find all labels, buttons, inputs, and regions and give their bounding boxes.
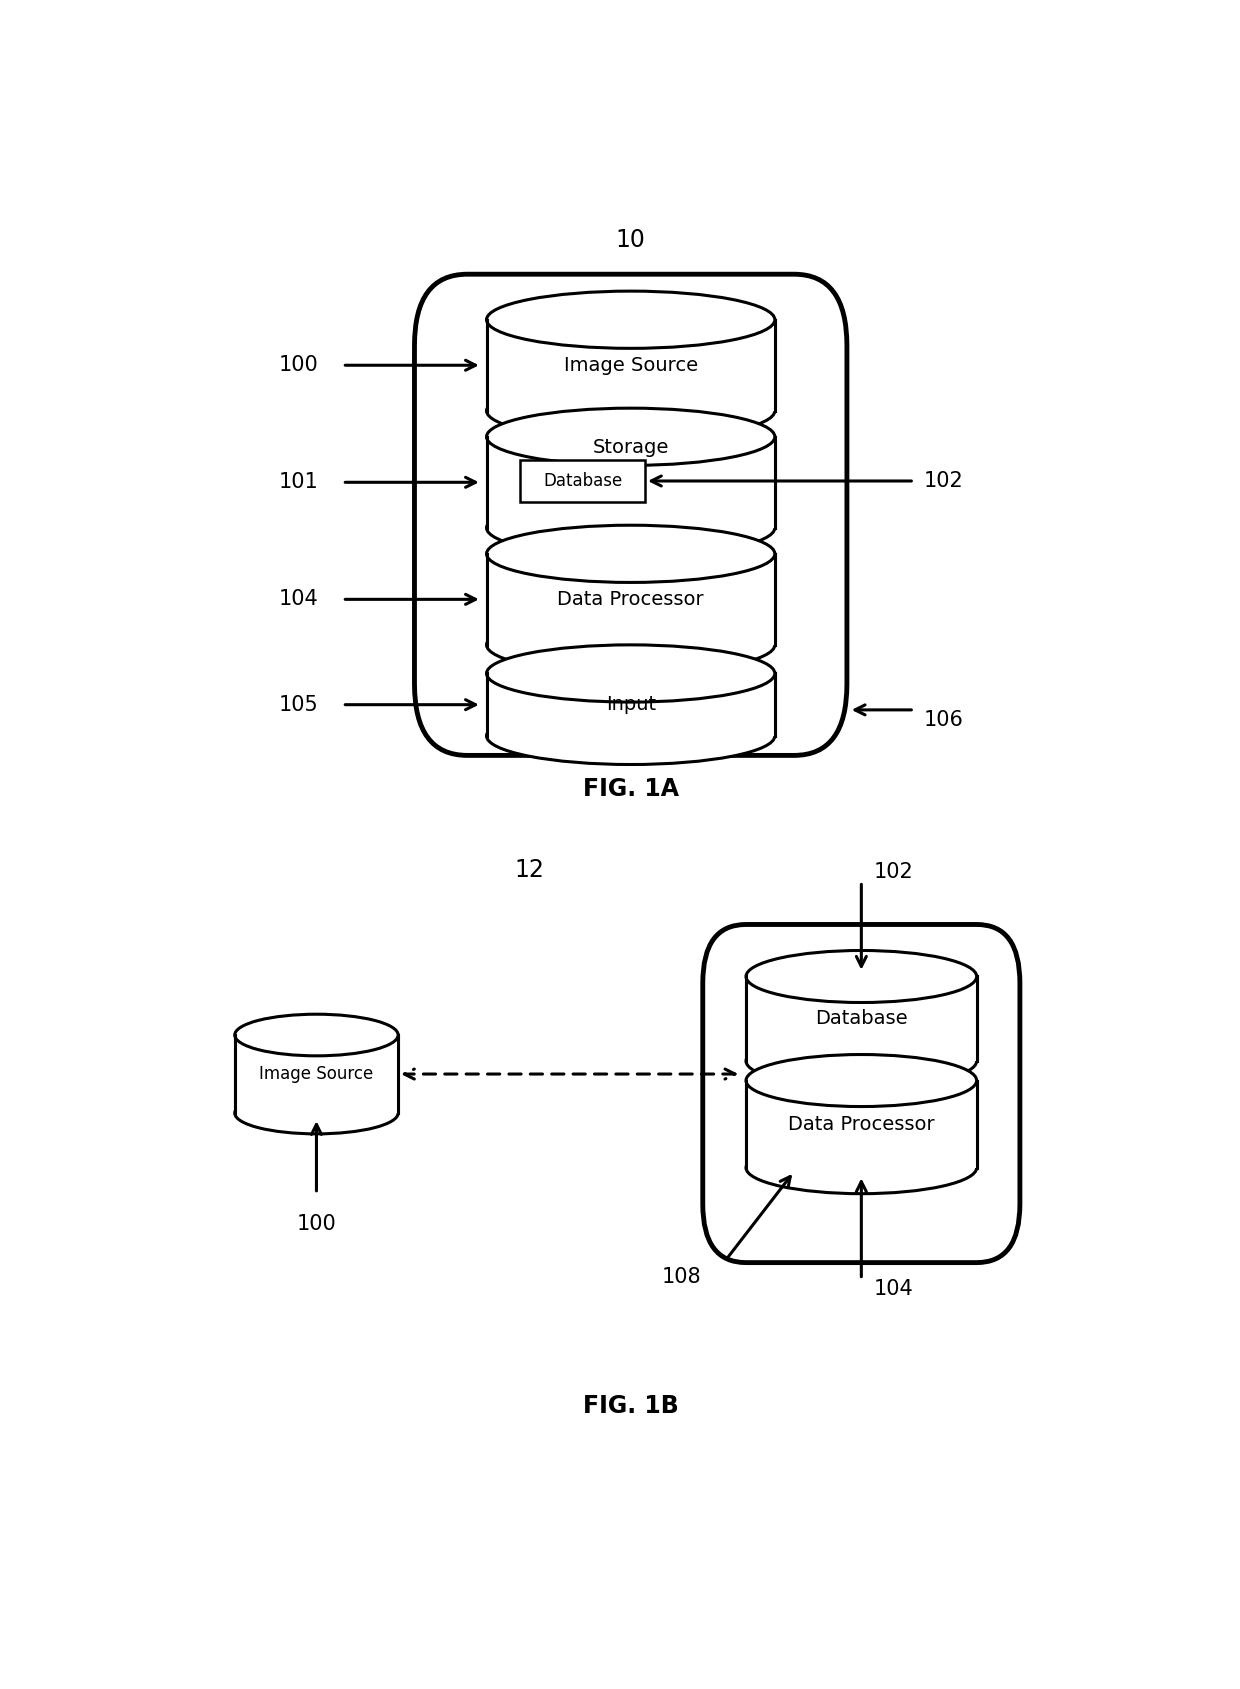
- FancyBboxPatch shape: [703, 924, 1019, 1263]
- Ellipse shape: [746, 951, 977, 1003]
- Text: 102: 102: [924, 471, 963, 491]
- Text: 104: 104: [874, 1279, 914, 1299]
- Text: Database: Database: [815, 1010, 908, 1029]
- FancyBboxPatch shape: [746, 1081, 977, 1167]
- Ellipse shape: [486, 616, 775, 674]
- Text: 100: 100: [296, 1214, 336, 1235]
- Text: Database: Database: [543, 471, 622, 490]
- Ellipse shape: [486, 382, 775, 439]
- FancyBboxPatch shape: [414, 274, 847, 755]
- Text: Storage: Storage: [593, 437, 668, 456]
- Ellipse shape: [486, 409, 775, 466]
- FancyBboxPatch shape: [746, 976, 977, 1061]
- Text: Data Processor: Data Processor: [789, 1115, 935, 1133]
- FancyBboxPatch shape: [486, 554, 775, 645]
- FancyBboxPatch shape: [486, 674, 775, 736]
- Ellipse shape: [234, 1013, 398, 1056]
- Text: FIG. 1B: FIG. 1B: [583, 1393, 678, 1417]
- FancyBboxPatch shape: [486, 437, 775, 529]
- FancyBboxPatch shape: [234, 1035, 398, 1113]
- Text: 100: 100: [279, 355, 319, 375]
- Text: 12: 12: [515, 858, 544, 882]
- Ellipse shape: [486, 500, 775, 556]
- Text: 101: 101: [279, 473, 319, 491]
- Text: 10: 10: [616, 228, 646, 252]
- FancyBboxPatch shape: [746, 976, 977, 1061]
- Text: 108: 108: [661, 1267, 701, 1287]
- Text: Image Source: Image Source: [564, 356, 698, 375]
- FancyBboxPatch shape: [234, 1035, 398, 1113]
- Text: Input: Input: [605, 696, 656, 714]
- Ellipse shape: [486, 291, 775, 348]
- FancyBboxPatch shape: [486, 554, 775, 645]
- Text: FIG. 1A: FIG. 1A: [583, 777, 678, 801]
- Ellipse shape: [234, 1093, 398, 1133]
- Text: Image Source: Image Source: [259, 1066, 373, 1083]
- Text: 102: 102: [874, 863, 914, 882]
- FancyBboxPatch shape: [746, 1081, 977, 1167]
- Ellipse shape: [746, 1054, 977, 1106]
- FancyBboxPatch shape: [486, 674, 775, 736]
- Text: 105: 105: [279, 694, 319, 714]
- Text: 104: 104: [279, 589, 319, 610]
- Ellipse shape: [486, 645, 775, 703]
- Ellipse shape: [486, 708, 775, 765]
- Ellipse shape: [746, 1142, 977, 1194]
- FancyBboxPatch shape: [486, 437, 775, 529]
- Ellipse shape: [746, 1035, 977, 1088]
- FancyBboxPatch shape: [521, 459, 645, 502]
- FancyBboxPatch shape: [486, 319, 775, 410]
- Text: Data Processor: Data Processor: [558, 589, 704, 608]
- FancyBboxPatch shape: [486, 319, 775, 410]
- Text: 106: 106: [924, 709, 963, 730]
- Ellipse shape: [486, 525, 775, 583]
